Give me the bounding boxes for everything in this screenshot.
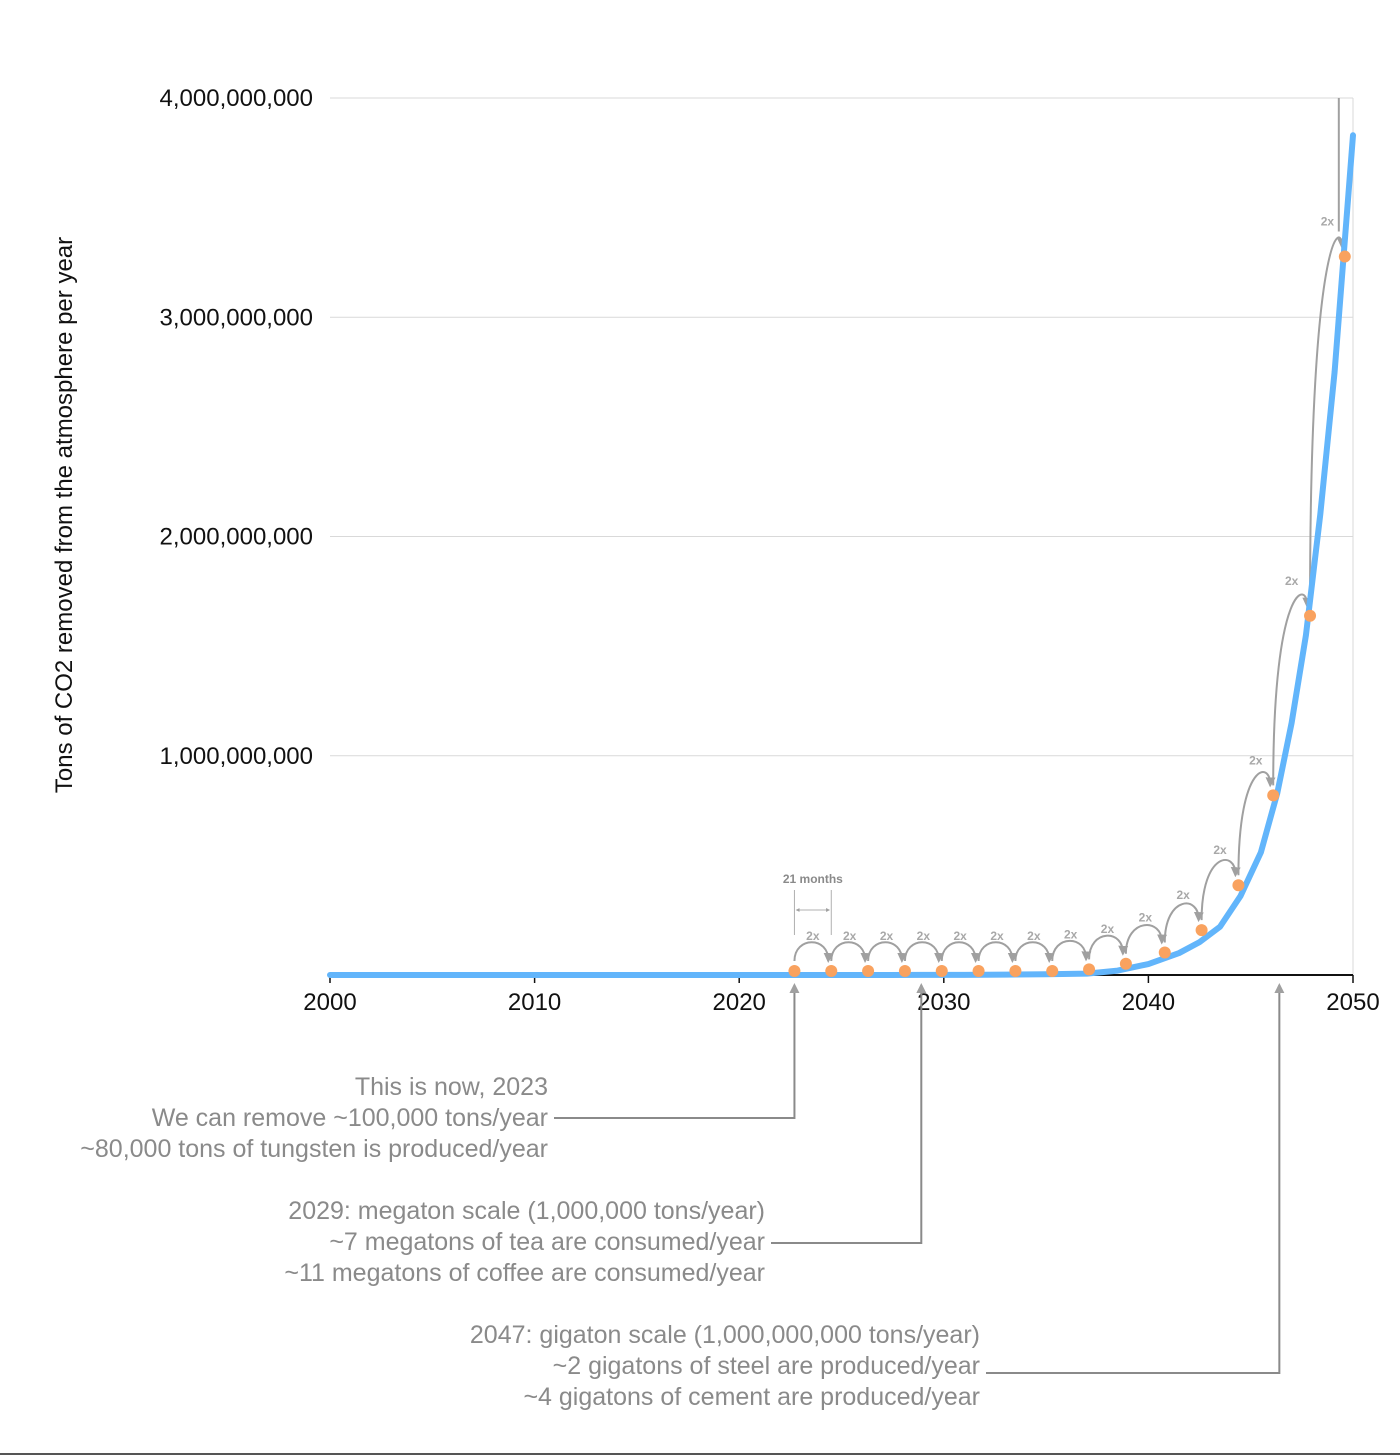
series-line-layer <box>327 132 1356 978</box>
doubling-point <box>1119 957 1132 970</box>
annotation-line: This is now, 2023 <box>355 1073 548 1101</box>
annotation-line: ~11 megatons of coffee are consumed/year <box>284 1259 765 1287</box>
doubling-arrow <box>793 941 834 963</box>
doubling-point <box>1046 965 1059 977</box>
x-tick-label: 2000 <box>303 989 356 1016</box>
doubling-arrow <box>867 941 908 963</box>
annotation-connector <box>986 983 1285 1374</box>
doubling-label: 2x <box>806 929 820 943</box>
annotation-line: ~7 megatons of tea are consumed/year <box>329 1228 765 1256</box>
x-tick-label: 2010 <box>508 989 561 1016</box>
doubling-arrow <box>903 941 945 963</box>
doubling-label: 2x <box>1285 574 1299 588</box>
interval-label: 21 months <box>783 872 843 886</box>
x-tick-label: 2050 <box>1326 989 1379 1016</box>
doubling-label: 2x <box>1064 927 1078 941</box>
bottom-divider <box>0 1453 1400 1455</box>
doubling-label: 2x <box>1177 888 1191 902</box>
y-tick-label: 1,000,000,000 <box>160 743 313 770</box>
doubling-label: 2x <box>843 929 857 943</box>
doubling-label: 2x <box>1139 911 1153 925</box>
y-tick-label: 2,000,000,000 <box>160 524 313 551</box>
annotation-connector <box>554 983 800 1119</box>
doubling-arrow <box>977 941 1018 963</box>
annotation-line: 2029: megaton scale (1,000,000 tons/year… <box>288 1197 765 1225</box>
y-tick-label: 4,000,000,000 <box>160 85 313 112</box>
doubling-label: 2x <box>917 929 931 943</box>
doubling-label: 2x <box>990 929 1004 943</box>
doubling-point <box>935 965 948 977</box>
doubling-point <box>1338 250 1351 263</box>
doubling-label: 2x <box>1321 215 1335 229</box>
annotation-block: 2029: megaton scale (1,000,000 tons/year… <box>284 983 927 1287</box>
annotation-block: This is now, 2023 We can remove ~100,000 … <box>80 983 800 1163</box>
annotation-line: ~2 gigatons of steel are produced/year <box>553 1352 980 1380</box>
doubling-point <box>1267 789 1280 802</box>
annotation-block: 2047: gigaton scale (1,000,000,000 tons/… <box>470 983 1285 1411</box>
axes: 1,000,000,000 2,000,000,000 3,000,000,000 4… <box>160 85 1380 1016</box>
doubling-arrows: 2x 2x 2x 2x 2x 2x 2x 2x 2x 2x 2x 2x 2x 2x 2x 21 months <box>783 98 1348 963</box>
doubling-arrow <box>1051 939 1092 962</box>
doubling-point <box>1009 965 1022 977</box>
doubling-arrow <box>1014 941 1055 963</box>
doubling-arrow <box>940 941 981 963</box>
doubling-point <box>1158 946 1171 959</box>
doubling-label: 2x <box>953 929 967 943</box>
y-axis-label: Tons of CO2 removed from the atmosphere … <box>51 237 78 793</box>
annotation-connector <box>771 983 927 1244</box>
doubling-arrow <box>830 941 871 963</box>
doubling-arrow <box>1237 771 1276 876</box>
doubling-point <box>1195 924 1208 937</box>
doubling-label: 2x <box>1249 753 1263 767</box>
doubling-label: 2x <box>1213 843 1227 857</box>
doubling-label: 2x <box>880 929 894 943</box>
annotation-line: 2047: gigaton scale (1,000,000,000 tons/… <box>470 1321 980 1349</box>
doubling-arrow <box>1124 924 1168 954</box>
annotation-line: ~80,000 tons of tungsten is produced/yea… <box>80 1135 548 1163</box>
annotation-line: ~4 gigatons of cement are produced/year <box>523 1383 980 1411</box>
doubling-point <box>898 965 911 977</box>
doubling-arrow <box>1309 236 1348 606</box>
x-tick-label: 2040 <box>1122 989 1175 1016</box>
grid-lines <box>330 97 1354 975</box>
doubling-point <box>972 965 985 977</box>
y-tick-label: 3,000,000,000 <box>160 304 313 331</box>
doubling-label: 2x <box>1101 922 1115 936</box>
doubling-arrow <box>1163 902 1204 943</box>
annotations: This is now, 2023 We can remove ~100,000 … <box>80 983 1285 1411</box>
doubling-arrow <box>1088 934 1129 960</box>
x-tick-label: 2020 <box>713 989 766 1016</box>
doubling-point <box>862 965 875 977</box>
doubling-arrow <box>1200 859 1241 921</box>
doubling-points <box>788 250 1351 977</box>
doubling-point <box>1304 609 1317 622</box>
doubling-point <box>788 965 801 977</box>
annotation-line: We can remove ~100,000 tons/year <box>152 1104 548 1132</box>
doubling-point <box>825 965 838 977</box>
doubling-point <box>1232 879 1245 892</box>
x-tick-label: 2030 <box>917 989 970 1016</box>
doubling-point <box>1083 963 1096 976</box>
doubling-label: 2x <box>1027 929 1041 943</box>
doubling-arrow <box>1272 593 1313 786</box>
series-line <box>327 132 1356 978</box>
